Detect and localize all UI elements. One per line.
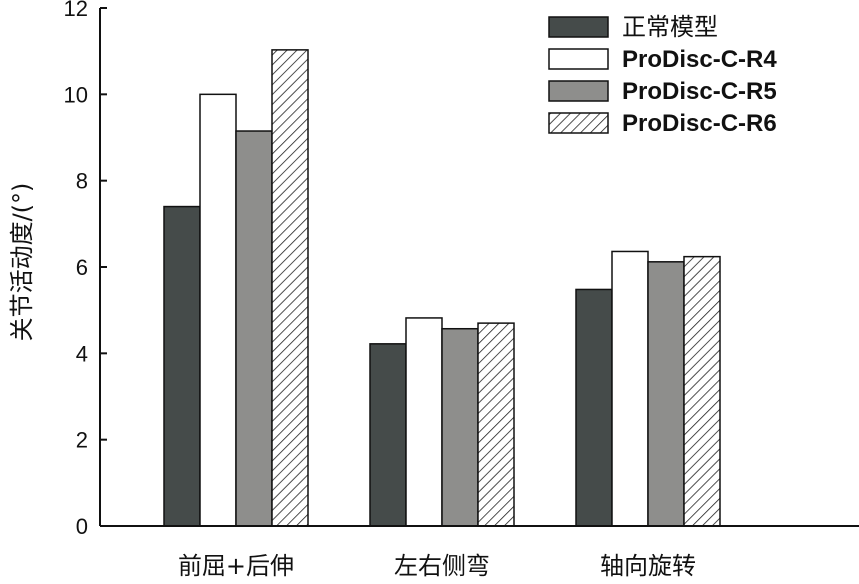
- legend-label: 正常模型: [622, 13, 718, 41]
- bar: [271, 49, 309, 527]
- legend: 正常模型 ProDisc-C-R4 ProDisc-C-R5 ProDisc-C-R6: [548, 13, 777, 137]
- y-tick-label: 8: [76, 169, 88, 194]
- legend-label: ProDisc-C-R5: [622, 78, 777, 105]
- y-tick-label: 0: [76, 514, 88, 539]
- bar: [611, 250, 649, 527]
- bar: [441, 327, 479, 527]
- legend-label: ProDisc-C-R4: [622, 46, 777, 73]
- bar: [405, 317, 443, 527]
- legend-label: ProDisc-C-R6: [622, 110, 777, 137]
- y-tick-label: 10: [64, 82, 88, 107]
- legend-swatch: [548, 112, 609, 134]
- bar: [647, 261, 685, 527]
- axes: [99, 8, 859, 527]
- y-tick-label: 12: [64, 0, 88, 21]
- bar: [235, 130, 273, 527]
- category-label: 左右侧弯: [394, 552, 490, 580]
- category-label: 前屈+后伸: [178, 552, 294, 580]
- y-axis-ticks: 0 2 4 6 8 10 12: [64, 0, 107, 539]
- legend-swatch: [548, 48, 609, 70]
- y-tick-label: 4: [76, 341, 88, 366]
- category-label: 轴向旋转: [600, 552, 696, 580]
- bar: [683, 255, 721, 527]
- y-axis-title: 关节活动度/(°): [8, 183, 36, 342]
- y-tick-label: 2: [76, 428, 88, 453]
- bars: [163, 49, 721, 527]
- legend-swatch: [548, 16, 609, 38]
- bar: [575, 288, 613, 527]
- legend-swatch: [548, 80, 609, 102]
- bar: [199, 93, 237, 527]
- y-tick-label: 6: [76, 255, 88, 280]
- bar: [163, 205, 201, 527]
- bar: [369, 343, 407, 527]
- bar: [477, 322, 515, 527]
- category-labels: 前屈+后伸 左右侧弯 轴向旋转: [178, 552, 696, 580]
